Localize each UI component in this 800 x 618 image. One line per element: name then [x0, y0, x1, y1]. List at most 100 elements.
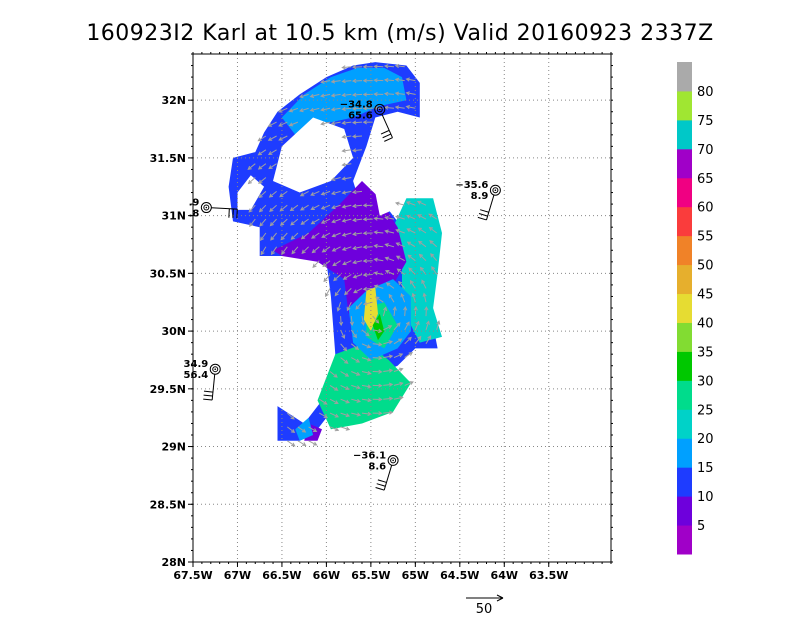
wind-vector-219: [395, 215, 405, 220]
wind-vector-177: [383, 325, 393, 331]
station-top-value: .9: [189, 198, 200, 209]
wind-barb-feather: [203, 390, 213, 393]
wind-vector-228: [411, 292, 416, 303]
wind-vector-7: [258, 204, 267, 213]
wind-vector-116: [341, 190, 352, 195]
wind-vector-40: [288, 107, 299, 113]
wind-vector-63: [329, 384, 339, 391]
wind-vector-4: [260, 246, 267, 256]
wind-vector-253: [429, 239, 438, 248]
wind-vector-235: [405, 201, 416, 206]
wind-vector-15: [269, 218, 277, 227]
colorbar-swatch-1: [677, 496, 692, 526]
wind-vector-252: [430, 253, 438, 262]
wind-barb-feather: [203, 398, 213, 401]
wind-vector-41: [308, 440, 318, 446]
wind-vector-197: [388, 293, 395, 303]
wind-vector-184: [373, 230, 384, 235]
colorbar-swatch-13: [677, 148, 692, 179]
wind-vector-194: [393, 338, 403, 345]
colorbar-label-4: 25: [697, 403, 714, 418]
colorbar-swatch-15: [677, 90, 692, 121]
wind-vector-179: [375, 296, 384, 303]
wind-vector-140: [352, 217, 363, 223]
colorbar-swatch-6: [677, 351, 692, 381]
wind-vector-115: [341, 204, 352, 209]
colorbar-label-14: 75: [697, 114, 714, 129]
wind-region-8: [372, 313, 385, 341]
wind-vector-105: [350, 343, 360, 351]
wind-vector-199: [384, 270, 395, 275]
wind-vector-89: [332, 260, 341, 267]
wind-barb-staff: [485, 194, 495, 221]
colorbar-label-0: 5: [697, 519, 705, 534]
wind-vector-74: [320, 107, 331, 112]
wind-vector-187: [373, 92, 384, 97]
wind-vector-129: [361, 370, 372, 375]
wind-vector-226: [414, 320, 420, 331]
wind-vector-189: [373, 64, 384, 69]
colorbar-label-8: 45: [697, 288, 714, 303]
wind-vector-30: [278, 135, 288, 141]
colorbar-swatch-2: [677, 467, 692, 497]
colorbar-label-2: 15: [697, 461, 714, 476]
wind-barb-feather: [376, 483, 386, 487]
wind-vector-31: [278, 121, 288, 127]
wind-vector-232: [406, 241, 416, 248]
station-ring-inner: [212, 366, 219, 373]
wind-vector-103: [351, 371, 361, 376]
data-void-0: [273, 117, 354, 193]
wind-vector-6: [259, 218, 267, 227]
wind-vector-195: [393, 322, 401, 331]
wind-vector-61: [329, 412, 340, 418]
colorbar-swatch-0: [677, 525, 692, 555]
station-top-value: 34.9: [184, 359, 209, 370]
wind-vector-69: [321, 232, 331, 238]
y-tick-label-7: 31.5N: [150, 152, 186, 165]
colorbar-swatch-10: [677, 235, 692, 266]
station-ring-inner: [492, 187, 499, 194]
wind-vector-108: [346, 301, 352, 312]
wind-vector-121: [341, 120, 352, 125]
wind-vector-203: [384, 215, 395, 220]
colorbar-swatch-14: [677, 119, 692, 150]
wind-vector-17: [268, 191, 277, 198]
wind-vector-159: [362, 286, 373, 292]
wind-vector-238: [405, 77, 416, 82]
wind-vector-86: [336, 302, 342, 312]
wind-vector-192: [393, 367, 404, 372]
station-ring-inner: [376, 106, 383, 113]
wind-vector-122: [341, 106, 352, 112]
wind-vector-57: [310, 190, 320, 196]
x-tick-label-6: 64.5W: [440, 569, 479, 582]
wind-vector-32: [278, 107, 288, 113]
station-ring-inner: [390, 457, 397, 464]
wind-vector-65: [325, 288, 331, 298]
data-void-2: [375, 186, 394, 216]
vector-scale: 50: [466, 594, 504, 617]
wind-vector-54: [311, 232, 320, 239]
wind-vector-146: [351, 106, 363, 111]
colorbar: 5 10 15 20 25 30 35 40 45 50 55 60 65 70 75 80: [677, 62, 714, 555]
wind-vector-47: [299, 190, 309, 197]
x-tick-label-1: 67W: [224, 569, 251, 582]
wind-barb-staff: [211, 374, 216, 401]
wind-barb-feather: [377, 479, 387, 483]
wind-vector-23: [286, 426, 296, 434]
wind-vector-39: [288, 121, 299, 127]
wind-vector-24: [286, 412, 295, 420]
wind-vector-246: [417, 240, 427, 248]
y-tick-label-5: 30.5N: [150, 267, 186, 280]
wind-vector-70: [320, 218, 331, 224]
wind-vector-85: [338, 316, 344, 327]
colorbar-swatch-9: [677, 264, 692, 295]
wind-vector-28: [279, 204, 288, 212]
wind-vector-202: [384, 229, 395, 234]
x-tick-label-4: 65.5W: [351, 569, 390, 582]
wind-vector-44: [300, 232, 309, 240]
wind-vector-11: [257, 149, 267, 156]
wind-vector-169: [362, 78, 373, 83]
data-void-1: [237, 175, 265, 210]
station-bottom-value: 65.6: [348, 110, 373, 121]
wind-vector-112: [341, 246, 352, 251]
